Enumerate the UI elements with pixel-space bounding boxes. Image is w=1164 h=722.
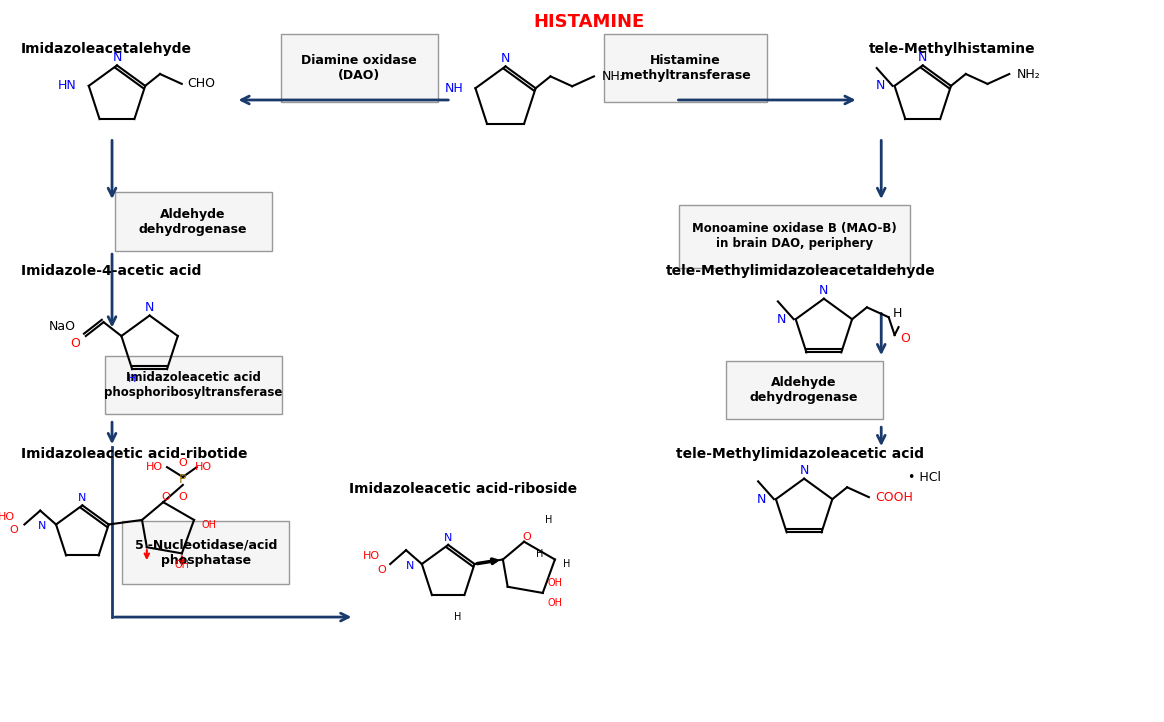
Text: N: N xyxy=(757,492,766,505)
Text: O: O xyxy=(901,333,910,346)
Text: N: N xyxy=(875,79,885,92)
Text: N: N xyxy=(112,51,122,64)
Text: N: N xyxy=(819,284,829,297)
Text: 5'-Nucleotidase/acid
phosphatase: 5'-Nucleotidase/acid phosphatase xyxy=(135,539,277,567)
Text: tele-Methylimidazoleacetaldehyde: tele-Methylimidazoleacetaldehyde xyxy=(666,264,936,278)
Text: N: N xyxy=(800,464,809,477)
Text: N: N xyxy=(776,313,786,326)
Text: NH₂: NH₂ xyxy=(602,70,625,83)
FancyBboxPatch shape xyxy=(281,34,438,103)
Text: N: N xyxy=(144,301,155,314)
Text: HO: HO xyxy=(194,462,212,472)
Text: OH: OH xyxy=(201,520,217,530)
Text: N: N xyxy=(37,521,47,531)
FancyBboxPatch shape xyxy=(114,193,271,251)
Text: O: O xyxy=(377,565,386,575)
Text: tele-Methylimidazoleacetic acid: tele-Methylimidazoleacetic acid xyxy=(675,447,923,461)
Text: HISTAMINE: HISTAMINE xyxy=(533,13,644,31)
Text: Monoamine oxidase B (MAO-B)
in brain DAO, periphery: Monoamine oxidase B (MAO-B) in brain DAO… xyxy=(691,222,896,251)
Text: Aldehyde
dehydrogenase: Aldehyde dehydrogenase xyxy=(750,375,858,404)
Text: NaO: NaO xyxy=(49,320,76,333)
Text: H: H xyxy=(128,374,136,384)
Text: OH: OH xyxy=(175,560,190,570)
Text: Imidazoleacetic acid-ribotide: Imidazoleacetic acid-ribotide xyxy=(21,447,248,461)
Text: OH: OH xyxy=(548,578,562,588)
FancyBboxPatch shape xyxy=(725,360,882,419)
Text: H: H xyxy=(545,515,553,525)
Text: Diamine oxidase
(DAO): Diamine oxidase (DAO) xyxy=(301,54,417,82)
Text: HO: HO xyxy=(0,512,14,521)
Text: H: H xyxy=(535,549,544,559)
Text: O: O xyxy=(178,492,187,502)
Text: Imidazoleacetalehyde: Imidazoleacetalehyde xyxy=(21,42,192,56)
Text: N: N xyxy=(78,493,86,503)
FancyBboxPatch shape xyxy=(105,355,282,414)
Text: HO: HO xyxy=(363,551,381,561)
Text: O: O xyxy=(70,337,80,350)
Text: • HCl: • HCl xyxy=(908,471,942,484)
Text: tele-Methylhistamine: tele-Methylhistamine xyxy=(868,42,1035,56)
Text: N: N xyxy=(501,52,510,65)
Text: Imidazoleacetic acid-riboside: Imidazoleacetic acid-riboside xyxy=(349,482,577,495)
Text: CHO: CHO xyxy=(187,77,215,90)
Text: N: N xyxy=(443,533,453,543)
Text: Imidazole-4-acetic acid: Imidazole-4-acetic acid xyxy=(21,264,201,278)
Text: COOH: COOH xyxy=(875,491,913,504)
Text: HN: HN xyxy=(58,79,77,92)
FancyBboxPatch shape xyxy=(679,205,910,268)
Text: Histamine
methyltransferase: Histamine methyltransferase xyxy=(620,54,751,82)
Text: O: O xyxy=(162,492,171,503)
FancyBboxPatch shape xyxy=(604,34,767,103)
Text: O: O xyxy=(523,532,532,542)
Text: H: H xyxy=(563,560,570,570)
Text: H: H xyxy=(454,612,462,622)
Text: N: N xyxy=(405,561,414,571)
Text: OH: OH xyxy=(548,598,562,608)
Text: N: N xyxy=(918,51,928,64)
Text: NH₂: NH₂ xyxy=(1017,68,1041,81)
Text: HO: HO xyxy=(146,462,163,472)
Text: Aldehyde
dehydrogenase: Aldehyde dehydrogenase xyxy=(139,208,248,235)
Text: Imidazoleacetic acid
phosphoribosyltransferase: Imidazoleacetic acid phosphoribosyltrans… xyxy=(104,370,283,399)
Text: O: O xyxy=(178,458,187,468)
Text: H: H xyxy=(893,307,902,320)
Text: O: O xyxy=(9,526,19,536)
Text: P: P xyxy=(179,474,186,487)
FancyBboxPatch shape xyxy=(122,521,290,584)
Text: NH: NH xyxy=(445,82,463,95)
